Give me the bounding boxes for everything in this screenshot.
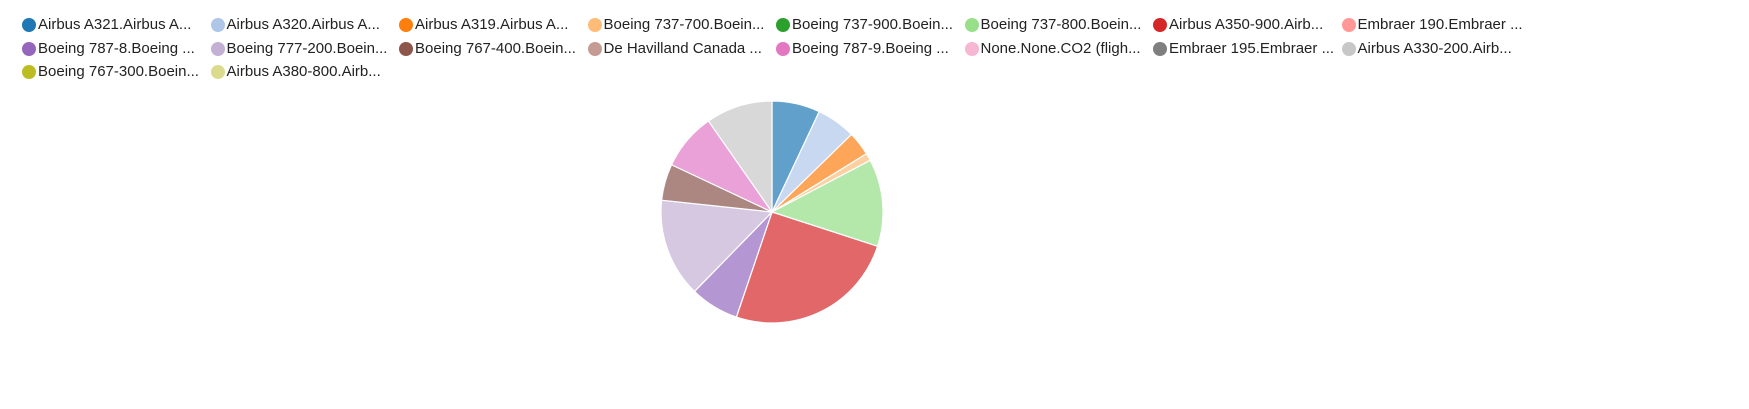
legend-label: Airbus A319.Airbus A... [415, 16, 569, 33]
legend-item[interactable]: Embraer 195.Embraer ... [1153, 38, 1334, 60]
legend-item[interactable]: Boeing 737-700.Boein... [587, 14, 765, 36]
legend-label: None.None.CO2 (fligh... [980, 39, 1141, 57]
pie-slice[interactable] [770, 159, 884, 248]
legend-item[interactable]: Boeing 787-8.Boeing ... [22, 38, 195, 60]
legend-swatch-icon [587, 18, 602, 32]
legend-swatch-icon [1341, 18, 1356, 32]
legend-label: Boeing 777-200.Boein... [226, 39, 388, 57]
legend-item[interactable]: Boeing 767-400.Boein... [399, 38, 576, 60]
legend-swatch-icon [22, 41, 36, 56]
legend-item[interactable]: Boeing 737-800.Boein... [964, 14, 1142, 36]
legend-label: Embraer 190.Embraer ... [1357, 16, 1523, 33]
legend-swatch-icon [1153, 18, 1167, 32]
legend-swatch-icon [22, 18, 36, 32]
legend-item[interactable]: Airbus A350-900.Airb... [1153, 14, 1323, 36]
legend-swatch-icon [399, 18, 413, 32]
chart-legend: Airbus A321.Airbus A... Airbus A320.Airbu… [22, 14, 1749, 86]
legend-label: Airbus A321.Airbus A... [38, 16, 192, 33]
legend-label: Boeing 737-900.Boein... [792, 16, 953, 33]
pie-slice[interactable] [735, 211, 879, 324]
legend-swatch-icon [964, 41, 979, 56]
legend-label: Airbus A330-200.Airb... [1357, 39, 1512, 57]
legend-label: Boeing 737-700.Boein... [603, 16, 765, 33]
legend-item[interactable]: Boeing 787-9.Boeing ... [776, 38, 949, 60]
legend-swatch-icon [210, 18, 225, 32]
legend-item[interactable]: Airbus A320.Airbus A... [210, 14, 380, 36]
legend-swatch-icon [964, 18, 979, 32]
legend-label: De Havilland Canada ... [603, 39, 762, 57]
legend-label: Boeing 767-400.Boein... [415, 39, 576, 57]
legend-label: Boeing 787-9.Boeing ... [792, 39, 949, 57]
legend-item[interactable]: Embraer 190.Embraer ... [1341, 14, 1523, 36]
legend-item[interactable]: Airbus A321.Airbus A... [22, 14, 191, 36]
legend-item[interactable]: Airbus A380-800.Airb... [210, 61, 381, 83]
legend-item[interactable]: Airbus A319.Airbus A... [399, 14, 568, 36]
legend-swatch-icon [1153, 41, 1167, 56]
pie-chart [660, 100, 884, 324]
legend-swatch-icon [587, 41, 602, 56]
legend-item[interactable]: Boeing 777-200.Boein... [210, 38, 388, 60]
legend-label: Airbus A320.Airbus A... [226, 16, 380, 33]
legend-item[interactable]: None.None.CO2 (fligh... [964, 38, 1141, 60]
legend-swatch-icon [776, 41, 790, 56]
legend-swatch-icon [210, 65, 225, 79]
legend-swatch-icon [22, 65, 36, 79]
legend-swatch-icon [1341, 41, 1356, 56]
pie-slices [660, 100, 884, 324]
legend-label: Embraer 195.Embraer ... [1169, 39, 1335, 57]
legend-label: Boeing 737-800.Boein... [980, 16, 1142, 33]
legend-item[interactable]: Boeing 767-300.Boein... [22, 61, 199, 83]
pie-slice[interactable] [707, 100, 773, 214]
legend-swatch-icon [776, 18, 790, 32]
legend-label: Airbus A350-900.Airb... [1169, 16, 1324, 33]
legend-label: Boeing 787-8.Boeing ... [38, 39, 195, 57]
legend-swatch-icon [210, 41, 225, 56]
legend-label: Airbus A380-800.Airb... [226, 63, 381, 80]
legend-item[interactable]: De Havilland Canada ... [587, 38, 762, 60]
pie-slice[interactable] [660, 199, 774, 293]
legend-label: Boeing 767-300.Boein... [38, 63, 199, 80]
legend-swatch-icon [399, 41, 413, 56]
pie-chart-area [0, 88, 1749, 409]
legend-item[interactable]: Airbus A330-200.Airb... [1341, 38, 1512, 60]
legend-item[interactable]: Boeing 737-900.Boein... [776, 14, 953, 36]
